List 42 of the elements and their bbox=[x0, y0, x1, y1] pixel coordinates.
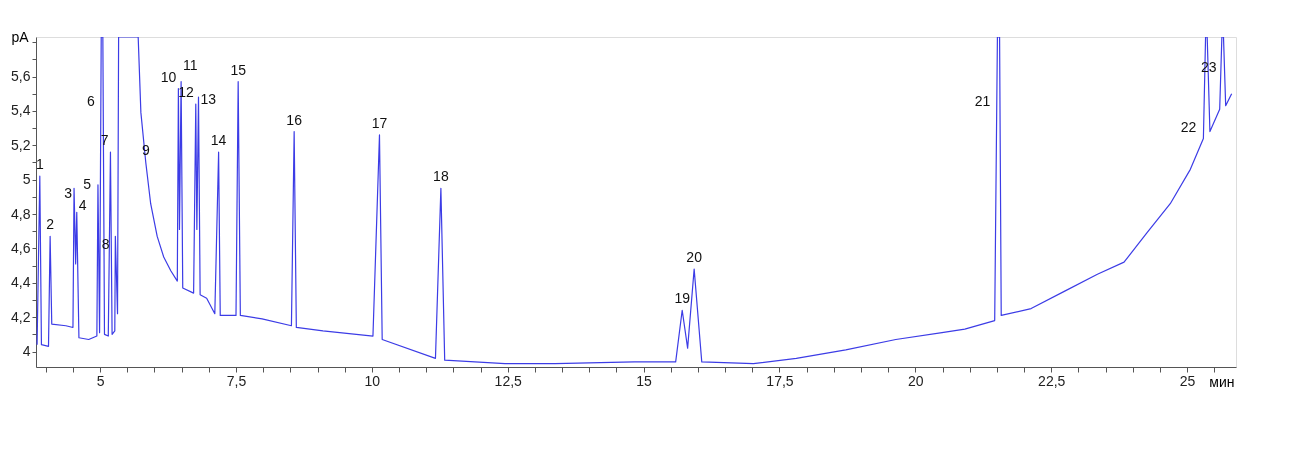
y-tick-label: 4,6 bbox=[11, 239, 31, 256]
annotation: 17 bbox=[371, 114, 388, 131]
x-tick-label: 20 bbox=[908, 372, 924, 389]
x-axis-title: мин bbox=[1209, 373, 1235, 390]
annotation: 5 bbox=[83, 175, 92, 192]
y-tick-label: 5,6 bbox=[11, 68, 31, 85]
annotation: 21 bbox=[974, 93, 991, 110]
x-tick-label: 10 bbox=[364, 372, 381, 389]
annotation: 6 bbox=[86, 93, 95, 110]
annotation: 4 bbox=[78, 197, 87, 214]
x-tick-label: 5 bbox=[96, 372, 105, 389]
y-tick-label: 5 bbox=[22, 171, 31, 188]
annotation: 3 bbox=[64, 185, 73, 202]
x-tick-label: 17,5 bbox=[766, 372, 794, 389]
annotation: 8 bbox=[101, 235, 110, 252]
y-axis-title: pA bbox=[11, 28, 30, 45]
y-tick-label: 4 bbox=[22, 343, 31, 360]
y-tick-label: 4,2 bbox=[11, 308, 31, 325]
y-tick-label: 5,2 bbox=[11, 136, 31, 153]
annotation: 22 bbox=[1180, 119, 1197, 136]
annotation: 16 bbox=[286, 111, 303, 128]
annotation: 19 bbox=[674, 290, 691, 307]
annotation: 9 bbox=[141, 142, 150, 159]
annotation: 11 bbox=[183, 56, 198, 73]
y-tick-label: 5,4 bbox=[11, 102, 31, 119]
annotation: 10 bbox=[160, 68, 177, 85]
x-tick-label: 12,5 bbox=[494, 372, 523, 389]
x-tick-label: 7,5 bbox=[226, 372, 247, 389]
annotation: 20 bbox=[686, 249, 703, 266]
annotation: 1 bbox=[35, 156, 44, 173]
x-tick-label: 22,5 bbox=[1038, 372, 1066, 389]
annotation: 2 bbox=[46, 216, 55, 233]
y-tick-label: 4,8 bbox=[11, 205, 31, 222]
annotation: 15 bbox=[230, 61, 247, 78]
line-series bbox=[36, 37, 1233, 365]
x-tick-label: 15 bbox=[636, 372, 653, 389]
annotation: 14 bbox=[210, 132, 227, 149]
y-tick-label: 4,4 bbox=[11, 274, 31, 291]
x-tick-label: 25 bbox=[1179, 372, 1196, 389]
annotation: 13 bbox=[200, 90, 217, 107]
annotation: 18 bbox=[433, 168, 449, 185]
annotation: 23 bbox=[1200, 58, 1217, 75]
